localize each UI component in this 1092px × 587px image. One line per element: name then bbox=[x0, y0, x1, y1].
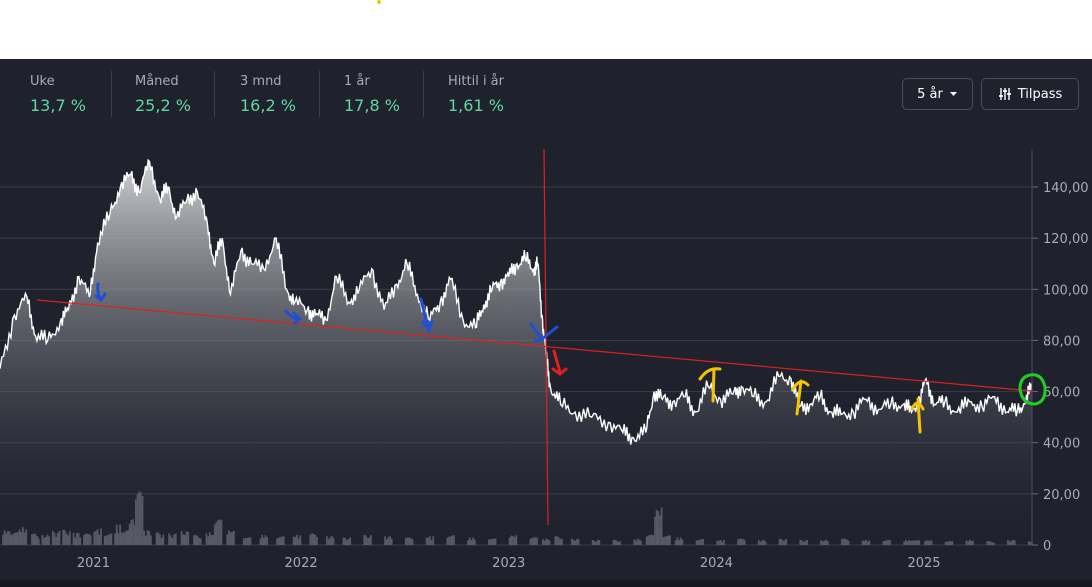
price-area bbox=[0, 160, 1032, 545]
stat-label: 1 år bbox=[344, 74, 370, 89]
stat-value: 13,7 % bbox=[30, 96, 86, 115]
customize-button[interactable]: Tilpass bbox=[981, 78, 1079, 110]
arrow-down-icon bbox=[419, 297, 434, 334]
arrow-down-icon bbox=[94, 282, 107, 303]
x-tick-label: 2025 bbox=[907, 556, 940, 571]
top-header-area bbox=[0, 0, 1092, 59]
stat-label: Hittil i år bbox=[448, 74, 504, 89]
stat-1-year: 1 år 17,8 % bbox=[344, 71, 424, 117]
y-tick-label: 100,00 bbox=[1043, 283, 1089, 298]
arrow-down-icon bbox=[284, 309, 303, 325]
stat-label: Måned bbox=[135, 74, 179, 89]
y-tick-label: 140,00 bbox=[1043, 181, 1089, 196]
drawn-annotations bbox=[36, 148, 1047, 526]
x-axis: 2021 2022 2023 2024 2025 bbox=[77, 556, 941, 571]
loading-indicator-dot bbox=[377, 0, 381, 4]
x-tick-label: 2021 bbox=[77, 556, 110, 571]
stat-value: 17,8 % bbox=[344, 96, 400, 115]
arrow-up-icon bbox=[910, 397, 925, 434]
circle-highlight bbox=[1018, 373, 1047, 406]
arrow-down-icon bbox=[529, 322, 559, 343]
y-tick-label: 60,00 bbox=[1043, 386, 1080, 401]
y-axis: 0 20,00 40,00 60,00 80,00 100,00 120,00 140,00 bbox=[1031, 149, 1089, 554]
stat-month: Måned 25,2 % bbox=[135, 71, 215, 117]
stat-value: 25,2 % bbox=[135, 96, 191, 115]
stat-week: Uke 13,7 % bbox=[30, 71, 112, 117]
trendline bbox=[36, 299, 1033, 392]
arrow-up-icon bbox=[791, 379, 810, 416]
period-label: 5 år bbox=[917, 86, 943, 102]
arrow-up-icon bbox=[698, 367, 722, 403]
price-chart[interactable]: 020,0040,0060,0080,00100,00120,00140,00 … bbox=[0, 59, 1092, 587]
y-tick-label: 40,00 bbox=[1043, 437, 1080, 452]
stat-value: 16,2 % bbox=[240, 96, 296, 115]
stat-value: 1,61 % bbox=[448, 96, 504, 115]
stat-ytd: Hittil i år 1,61 % bbox=[448, 71, 538, 117]
x-tick-label: 2022 bbox=[285, 556, 318, 571]
bottom-strip bbox=[0, 580, 1092, 587]
x-tick-label: 2024 bbox=[700, 556, 733, 571]
price-line bbox=[0, 158, 1033, 445]
y-tick-label: 80,00 bbox=[1043, 334, 1080, 349]
y-tick-label: 120,00 bbox=[1043, 232, 1089, 247]
arrow-down-icon bbox=[551, 349, 568, 376]
stat-label: 3 mnd bbox=[240, 74, 282, 89]
stat-3-months: 3 mnd 16,2 % bbox=[240, 71, 320, 117]
y-tick-label: 20,00 bbox=[1043, 488, 1080, 503]
caret-down-icon bbox=[949, 92, 957, 96]
period-select-button[interactable]: 5 år bbox=[902, 78, 973, 110]
x-tick-label: 2023 bbox=[492, 556, 525, 571]
y-tick-label: 0 bbox=[1043, 539, 1051, 554]
sliders-icon bbox=[998, 88, 1011, 100]
customize-label: Tilpass bbox=[1017, 86, 1063, 102]
stat-label: Uke bbox=[30, 74, 55, 89]
